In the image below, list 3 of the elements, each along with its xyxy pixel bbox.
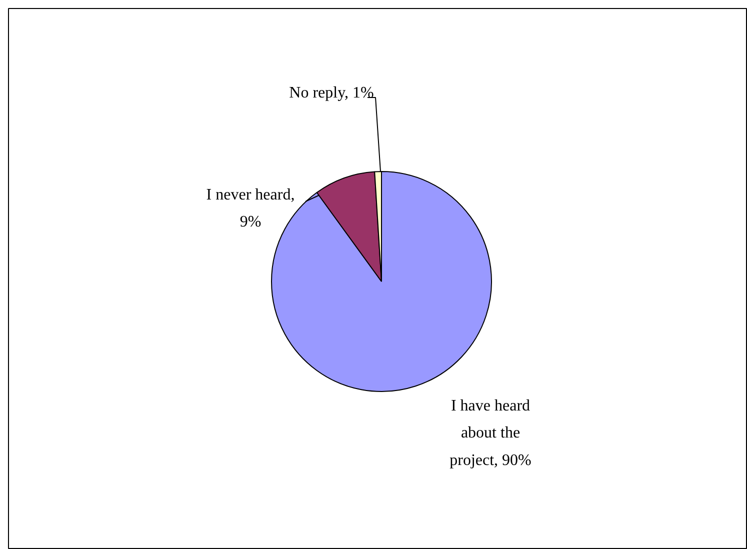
slice-label: I have heard about the project, 90% [450, 398, 532, 469]
slice-label: I never heard, 9% [206, 186, 295, 231]
slice-label: No reply, 1% [289, 84, 374, 102]
